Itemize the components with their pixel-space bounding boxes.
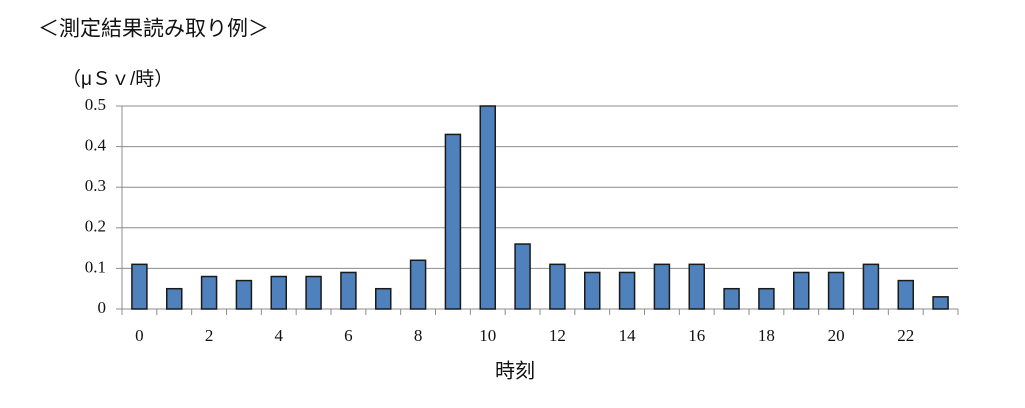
bar [584, 271, 601, 310]
bar [653, 263, 671, 310]
bar [200, 275, 218, 310]
x-tick-label: 18 [758, 326, 775, 345]
bar [479, 105, 496, 310]
x-tick-label: 12 [549, 326, 566, 345]
bar [375, 287, 392, 310]
bar [862, 263, 880, 310]
x-tick-label: 2 [205, 326, 214, 345]
y-axis-label: （μＳｖ/時） [62, 68, 173, 90]
bar [549, 263, 566, 310]
bar [305, 275, 322, 310]
bar [723, 287, 740, 310]
bar [932, 296, 949, 310]
y-tick-label: 0.2 [85, 217, 106, 236]
bar [444, 133, 462, 310]
y-tick-label: 0 [98, 298, 107, 317]
x-axis-label: 時刻 [495, 359, 535, 382]
chart-title: ＜測定結果読み取り例＞ [38, 18, 269, 41]
bar [131, 263, 148, 310]
bar [166, 287, 183, 310]
bar [618, 271, 636, 310]
y-tick-label: 0.1 [85, 257, 106, 276]
x-tick-label: 8 [414, 326, 423, 345]
y-tick-label: 0.5 [85, 95, 106, 114]
bar [793, 271, 810, 310]
bar [827, 271, 845, 310]
bar [758, 287, 775, 310]
x-tick-label: 4 [275, 326, 284, 345]
bar [235, 279, 253, 310]
x-tick-label: 0 [135, 326, 144, 345]
x-tick-label: 20 [828, 326, 845, 345]
x-tick-label: 16 [688, 326, 705, 345]
x-tick-label: 6 [344, 326, 353, 345]
bar [340, 271, 357, 310]
bar [270, 275, 287, 310]
bar [514, 243, 531, 310]
bar [409, 259, 427, 310]
y-tick-label: 0.4 [85, 136, 107, 155]
x-tick-label: 14 [619, 326, 637, 345]
y-tick-label: 0.3 [85, 176, 106, 195]
x-tick-label: 22 [897, 326, 914, 345]
bar [688, 263, 705, 310]
x-tick-label: 10 [479, 326, 496, 345]
bar [897, 279, 914, 310]
